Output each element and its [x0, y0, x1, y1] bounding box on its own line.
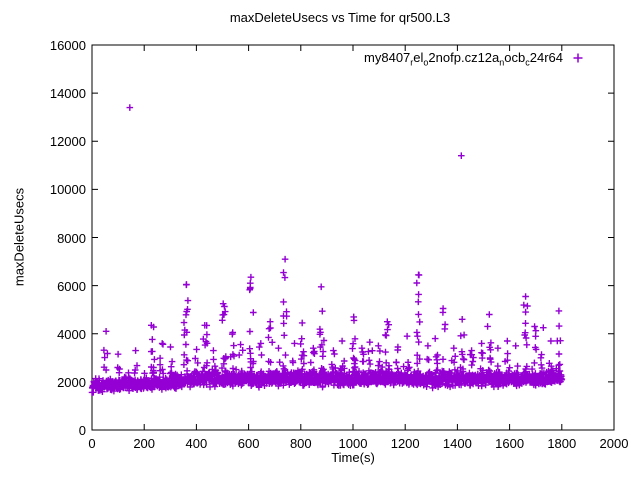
- y-tick-label: 10000: [26, 182, 86, 197]
- y-tick-label: 2000: [26, 375, 86, 390]
- x-tick-label: 2000: [574, 436, 640, 451]
- y-tick-label: 4000: [26, 327, 86, 342]
- y-tick-label: 8000: [26, 231, 86, 246]
- y-tick-label: 6000: [26, 279, 86, 294]
- scatter-points: [89, 104, 565, 395]
- legend-series-label: my8407relo2nofp.cz12anocbc24r64: [364, 50, 563, 65]
- chart-title: maxDeleteUsecs vs Time for qr500.L3: [60, 10, 620, 25]
- y-tick-label: 16000: [26, 38, 86, 53]
- gnuplot-chart-window: maxDeleteUsecs vs Time for qr500.L3 maxD…: [0, 0, 640, 480]
- y-axis-label: maxDeleteUsecs: [12, 188, 27, 286]
- y-tick-label: 14000: [26, 86, 86, 101]
- y-tick-label: 12000: [26, 134, 86, 149]
- x-axis-label: Time(s): [92, 450, 614, 465]
- plot-area: [0, 0, 640, 480]
- legend-plus-marker-icon: [572, 52, 584, 64]
- legend: my8407relo2nofp.cz12anocbc24r64: [364, 50, 584, 65]
